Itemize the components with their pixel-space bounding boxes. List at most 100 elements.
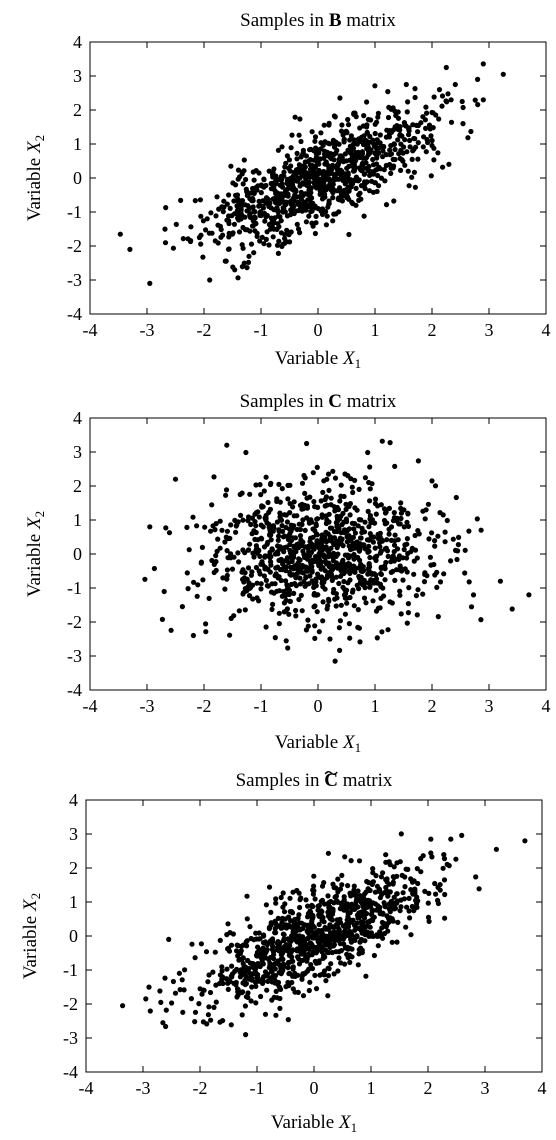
data-point xyxy=(364,904,370,910)
data-point xyxy=(276,621,282,627)
data-point xyxy=(310,949,316,955)
data-point xyxy=(381,143,387,150)
y-tick-label: 4 xyxy=(73,32,82,52)
data-point xyxy=(232,267,238,273)
data-point xyxy=(247,585,254,591)
data-point xyxy=(282,191,288,197)
data-point xyxy=(337,498,343,504)
data-point xyxy=(250,198,256,204)
y-axis-label-sub: 2 xyxy=(28,893,43,900)
data-point xyxy=(411,908,417,914)
data-point xyxy=(313,531,320,537)
data-point xyxy=(158,999,164,1006)
data-point xyxy=(189,941,195,947)
data-point xyxy=(325,162,331,168)
panel-title-symbol: B xyxy=(329,10,342,31)
data-point xyxy=(259,234,265,240)
data-point xyxy=(176,970,182,976)
data-point xyxy=(311,180,317,186)
data-point xyxy=(333,574,339,580)
data-point xyxy=(391,509,397,516)
data-point xyxy=(314,609,320,615)
data-point xyxy=(425,900,431,906)
data-point xyxy=(380,154,386,160)
data-point xyxy=(305,623,311,629)
data-point xyxy=(357,893,363,899)
x-tick-label: -2 xyxy=(197,320,212,340)
data-point xyxy=(244,265,250,271)
data-point xyxy=(372,496,379,502)
data-point xyxy=(293,607,299,614)
data-point xyxy=(406,132,412,138)
data-point xyxy=(302,922,308,928)
data-point xyxy=(348,476,354,482)
data-point xyxy=(268,562,274,568)
data-point xyxy=(422,516,428,522)
data-point xyxy=(267,221,273,227)
data-point xyxy=(250,169,256,175)
data-point xyxy=(224,442,230,448)
data-point xyxy=(364,124,370,130)
data-point xyxy=(227,632,233,638)
data-point xyxy=(414,555,420,561)
data-point xyxy=(403,924,409,930)
data-point xyxy=(276,610,282,616)
data-point xyxy=(432,483,439,489)
data-point xyxy=(349,589,356,595)
data-point xyxy=(394,891,400,897)
data-point xyxy=(257,482,263,488)
data-point xyxy=(367,554,373,561)
data-points xyxy=(120,831,528,1038)
data-point xyxy=(248,935,254,942)
data-point xyxy=(297,557,303,563)
data-point xyxy=(331,942,337,948)
data-point xyxy=(429,478,435,484)
data-point xyxy=(284,153,290,159)
x-tick-label: 0 xyxy=(310,1078,319,1098)
data-point xyxy=(367,531,373,537)
data-point xyxy=(446,161,452,167)
data-point xyxy=(200,254,206,260)
data-point xyxy=(357,125,363,131)
data-point xyxy=(382,930,388,937)
x-tick-label: -1 xyxy=(250,1078,265,1098)
data-point xyxy=(354,934,360,940)
data-point xyxy=(378,502,384,508)
data-point xyxy=(345,883,351,889)
data-point xyxy=(337,516,343,522)
x-tick-label: 2 xyxy=(428,696,437,716)
data-point xyxy=(327,938,333,944)
data-point xyxy=(329,924,335,930)
data-point xyxy=(348,163,354,169)
data-point xyxy=(268,553,274,560)
data-point xyxy=(261,544,268,550)
data-point xyxy=(311,883,317,889)
data-point xyxy=(260,203,266,209)
data-point xyxy=(319,196,326,202)
data-point xyxy=(395,515,401,522)
data-point xyxy=(402,884,408,890)
data-point xyxy=(260,980,266,987)
y-tick-label: 0 xyxy=(73,168,82,188)
data-point xyxy=(318,130,324,136)
data-point xyxy=(358,541,364,547)
data-point xyxy=(331,971,337,977)
data-point xyxy=(339,872,345,879)
data-point xyxy=(306,929,312,935)
data-point xyxy=(347,945,353,951)
x-tick-label: -2 xyxy=(193,1078,208,1098)
data-points xyxy=(142,438,532,664)
data-point xyxy=(415,587,421,593)
data-point xyxy=(362,185,368,192)
data-point xyxy=(398,611,404,617)
data-point xyxy=(432,538,438,544)
y-tick-label: -1 xyxy=(63,960,78,980)
data-point xyxy=(394,123,400,129)
data-point xyxy=(409,545,415,551)
data-point xyxy=(211,1004,217,1011)
data-point xyxy=(408,932,414,938)
data-point xyxy=(456,534,462,541)
data-point xyxy=(310,470,316,476)
data-point xyxy=(288,528,294,534)
data-point xyxy=(272,175,278,181)
